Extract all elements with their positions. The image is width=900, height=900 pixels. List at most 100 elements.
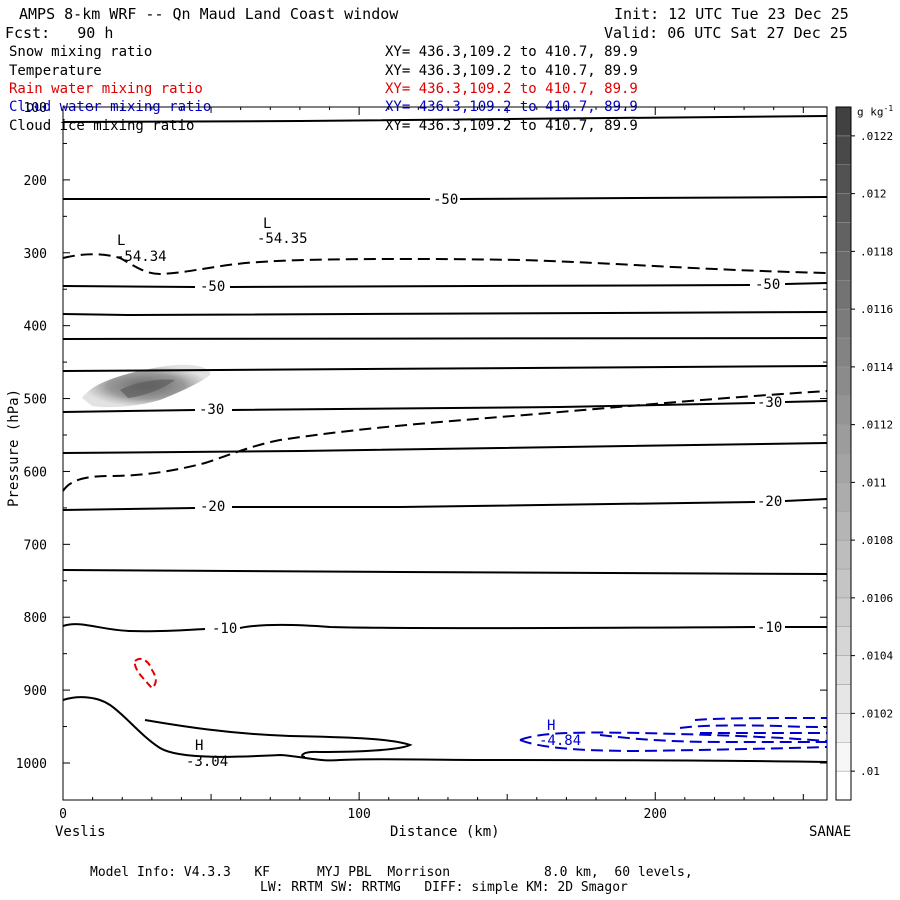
isotherm-line: [62, 623, 827, 633]
colorbar-cell: [835, 539, 852, 570]
extremum-value: -54.35: [257, 231, 308, 247]
colorbar-cell: [835, 424, 852, 454]
colorbar-tick-label: .0106: [860, 592, 893, 605]
y-tick-label: 900: [24, 684, 47, 699]
footer-physics-info: LW: RRTM SW: RRTMG DIFF: simple KM: 2D S…: [260, 880, 628, 895]
colorbar-cell: [835, 770, 852, 801]
colorbar-tick-label: .0116: [860, 303, 893, 316]
extremum-type: L: [263, 216, 272, 232]
dashed-contour: [62, 253, 828, 276]
x-tick-label: 0: [59, 807, 67, 822]
cloud-water-contour: [679, 724, 828, 729]
isotherm-line: [144, 719, 413, 758]
isotherm-label: -30: [757, 395, 783, 411]
field-name-temperature: Temperature: [9, 63, 102, 79]
colorbar-cell: [835, 684, 852, 714]
isotherm-label: -10: [757, 620, 783, 636]
forecast-hour: Fcst: 90 h: [5, 24, 114, 42]
isotherm-line: [62, 282, 828, 288]
left-endpoint: Veslis: [55, 824, 106, 840]
isotherm-line: [62, 442, 828, 454]
isotherm-label: -50: [755, 277, 781, 293]
extremum-type: L: [117, 233, 126, 249]
isotherm-line: [62, 337, 828, 340]
y-tick-label: 700: [24, 538, 47, 553]
colorbar-cell: [835, 164, 852, 194]
y-tick-label: 500: [24, 393, 47, 408]
colorbar-tick-label: .0112: [860, 419, 893, 432]
right-endpoint: SANAE: [809, 824, 852, 840]
isotherm-line: [62, 365, 828, 372]
extremum-value: -54.34: [116, 249, 167, 265]
y-tick-label: 800: [24, 611, 47, 626]
colorbar-tick-label: .0102: [860, 707, 893, 720]
colorbar-cell: [835, 511, 852, 541]
colorbar-tick-label: .01: [860, 765, 880, 778]
colorbar-cell: [835, 568, 852, 599]
colorbar-cell: [835, 597, 852, 627]
colorbar-cell: [835, 655, 852, 685]
colorbar-tick-label: .012: [860, 188, 887, 201]
colorbar-cell: [835, 626, 852, 656]
cloud-water-contours: [519, 717, 828, 753]
cloud-water-contour: [519, 739, 828, 753]
isotherm-line: [62, 400, 828, 413]
colorbar-cell: [835, 482, 852, 512]
isotherm-line: [62, 569, 828, 575]
colorbar-cell: [835, 251, 852, 281]
isotherms: [62, 115, 828, 763]
colorbar-tick-label: .0104: [860, 650, 893, 663]
cloud-water-contour: [599, 734, 827, 743]
isotherm-label: -50: [433, 192, 459, 208]
isotherm-label: -10: [212, 621, 238, 637]
cloud-water-contour: [694, 717, 828, 721]
colorbar-cell: [835, 193, 852, 223]
y-tick-label: 300: [24, 247, 47, 262]
field-xy-rain: XY= 436.3,109.2 to 410.7, 89.9: [385, 81, 638, 97]
colorbar-cell: [835, 337, 852, 368]
extremum-type: H: [547, 718, 556, 734]
y-tick-label: 1000: [16, 757, 47, 772]
valid-time: Valid: 06 UTC Sat 27 Dec 25: [604, 24, 848, 42]
isotherm-line: [62, 498, 828, 511]
x-tick-label: 200: [644, 807, 667, 822]
x-tick-label: 100: [347, 807, 370, 822]
field-name-rain: Rain water mixing ratio: [9, 81, 203, 97]
isotherm-line: [62, 696, 828, 763]
x-axis-title: Distance (km): [390, 824, 500, 840]
colorbar-cell: [835, 713, 852, 743]
plot-frame: [62, 106, 828, 801]
y-tick-label: 200: [24, 174, 47, 189]
field-xy-snow: XY= 436.3,109.2 to 410.7, 89.9: [385, 44, 638, 60]
colorbar-cell: [835, 308, 852, 339]
colorbar-cell: [835, 366, 852, 396]
isotherm-label: -20: [757, 494, 783, 510]
colorbar-tick-label: .0114: [860, 361, 893, 374]
y-tick-label: 400: [24, 320, 47, 335]
dashed-contours: [62, 253, 828, 492]
isotherm-line: [62, 115, 828, 123]
colorbar-tick-label: .011: [860, 476, 887, 489]
colorbar-unit: g kg-1: [857, 104, 894, 119]
y-axis-title: Pressure (hPa): [6, 388, 23, 508]
footer-model-info: Model Info: V4.3.3 KF MYJ PBL Morrison 8…: [90, 865, 693, 880]
colorbar-cell: [835, 280, 852, 310]
y-tick-label: 600: [24, 465, 47, 480]
y-tick-label: 100: [24, 101, 47, 116]
colorbar-cell: [835, 742, 852, 772]
rain-contour: [133, 657, 157, 690]
isotherm-line: [62, 311, 828, 317]
colorbar: .01 .0102 .0104 .0106 .0108 .011 .0112 .0114 .01…: [835, 106, 893, 801]
colorbar-tick-label: .0118: [860, 245, 893, 258]
chart-title: AMPS 8-km WRF -- Qn Maud Land Coast wind…: [19, 5, 399, 23]
dashed-contour: [62, 390, 828, 492]
colorbar-tick-label: .0122: [860, 130, 893, 143]
colorbar-cell: [835, 106, 852, 137]
field-xy-temperature: XY= 436.3,109.2 to 410.7, 89.9: [385, 63, 638, 79]
extremum-value: -4.84: [539, 733, 582, 749]
colorbar-cell: [835, 135, 852, 165]
colorbar-cell: [835, 222, 852, 252]
init-time: Init: 12 UTC Tue 23 Dec 25: [614, 5, 849, 23]
cloud-water-contour: [519, 731, 828, 742]
